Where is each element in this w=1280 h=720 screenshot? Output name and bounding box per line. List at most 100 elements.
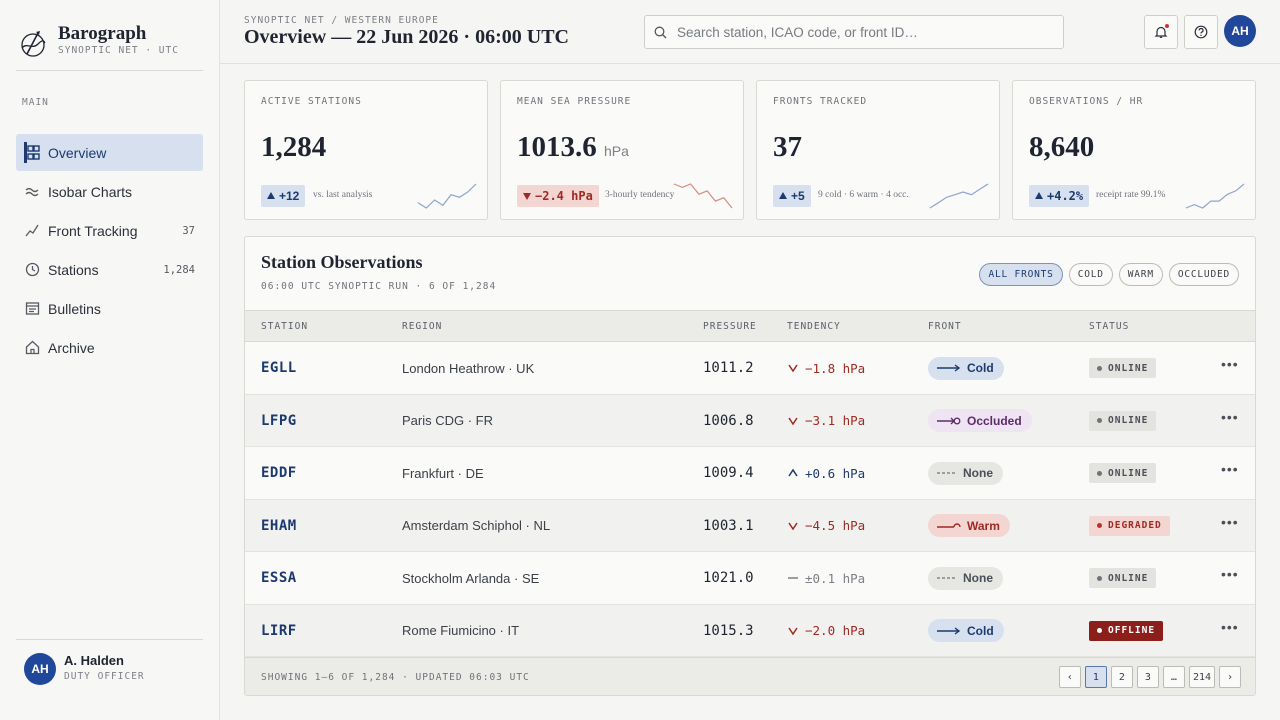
- delta-badge: −2.4 hPa: [517, 185, 599, 207]
- station-region: Paris CDG · FR: [402, 413, 493, 428]
- front-label: Cold: [967, 623, 994, 638]
- filter-cold[interactable]: COLD: [1068, 263, 1113, 286]
- sparkline: [929, 183, 989, 209]
- card-value: 8,640: [1029, 131, 1095, 163]
- front-badge: Warm: [928, 514, 1010, 537]
- pressure-tendency: ±0.1 hPa: [787, 552, 865, 604]
- table-row[interactable]: EHAM Amsterdam Schiphol · NL 1003.1 −4.5 hP…: [245, 499, 1255, 552]
- row-more-button[interactable]: •••: [1221, 408, 1239, 425]
- status-cell: ONLINE: [1089, 447, 1157, 499]
- occluded-front-icon: [937, 417, 961, 424]
- nav-section-label: MAIN: [22, 97, 49, 108]
- status-cell: OFFLINE: [1089, 605, 1164, 657]
- column-header-front[interactable]: FRONT: [928, 321, 962, 332]
- column-header-status[interactable]: STATUS: [1089, 321, 1130, 332]
- panel-title: Station Observations: [261, 252, 423, 272]
- sidebar-item-overview[interactable]: Overview: [16, 134, 203, 171]
- front-badge: Cold: [928, 356, 1004, 380]
- filter-occluded[interactable]: OCCLUDED: [1168, 263, 1239, 286]
- card-note: 9 cold · 6 warm · 4 occ.: [818, 190, 909, 200]
- front-cell: Cold: [928, 605, 1004, 657]
- account-avatar[interactable]: AH: [1224, 15, 1256, 47]
- sidebar-item-label: Stations: [48, 261, 99, 278]
- station-pressure: 1021.0: [703, 570, 754, 586]
- sidebar-item-bulletins[interactable]: Bulletins: [16, 290, 203, 327]
- station-code[interactable]: EDDF: [261, 465, 297, 481]
- sidebar-item-archive[interactable]: Archive: [16, 329, 203, 366]
- sidebar-item-label: Isobar Charts: [48, 183, 133, 200]
- sidebar-item-label: Bulletins: [48, 300, 101, 317]
- front-badge: None: [928, 566, 1003, 590]
- column-header-pressure[interactable]: PRESSURE: [703, 321, 757, 332]
- row-more-button[interactable]: •••: [1221, 461, 1239, 477]
- column-header-station[interactable]: STATION: [261, 321, 309, 332]
- status-badge: ONLINE: [1089, 410, 1157, 431]
- tendency-value: −2.0 hPa: [805, 623, 866, 638]
- table-row[interactable]: LFPG Paris CDG · FR 1006.8 −3.1 hPa Occluded…: [245, 394, 1255, 447]
- search-input[interactable]: [677, 16, 1057, 48]
- station-code[interactable]: ESSA: [261, 570, 297, 586]
- card-note: 3-hourly tendency: [605, 190, 675, 200]
- row-more-button[interactable]: •••: [1221, 566, 1239, 582]
- page-button-3[interactable]: 3: [1136, 666, 1159, 688]
- station-pressure: 1003.1: [703, 517, 754, 534]
- table-header: STATION REGION PRESSURE TENDENCY FRONT S…: [245, 310, 1255, 342]
- clock-icon: [25, 262, 40, 277]
- front-label: Cold: [967, 361, 994, 375]
- trend-icon: [25, 224, 39, 237]
- trend-down-icon: [788, 522, 798, 530]
- station-region: Frankfurt · DE: [402, 465, 484, 481]
- table-row[interactable]: ESSA Stockholm Arlanda · SE 1021.0 ±0.1 hPa…: [245, 552, 1255, 605]
- sidebar-item-front-tracking[interactable]: Front Tracking 37: [16, 212, 203, 249]
- sparkline-series: [929, 183, 989, 209]
- stat-card-mean-sea-pressure: MEAN SEA PRESSURE 1013.6 hPa −2.4 hPa 3-…: [500, 80, 744, 220]
- trend-down-icon: [788, 364, 798, 373]
- station-code[interactable]: EHAM: [261, 517, 297, 534]
- user-profile[interactable]: AH A. Halden DUTY OFFICER: [16, 639, 203, 699]
- user-role: DUTY OFFICER: [64, 671, 145, 682]
- sidebar-item-label: Front Tracking: [48, 222, 138, 239]
- next-page-button[interactable]: ›: [1219, 666, 1241, 688]
- row-more-button[interactable]: •••: [1221, 513, 1239, 530]
- help-button[interactable]: [1184, 15, 1218, 49]
- station-region: Stockholm Arlanda · SE: [402, 570, 540, 586]
- table-row[interactable]: EDDF Frankfurt · DE 1009.4 +0.6 hPa None ONLI…: [245, 447, 1255, 500]
- sparkline: [417, 183, 477, 209]
- station-code[interactable]: LFPG: [261, 412, 297, 429]
- page-button-1[interactable]: 1: [1084, 666, 1107, 688]
- card-value: 37: [773, 131, 802, 163]
- tendency-value: −1.8 hPa: [805, 360, 866, 376]
- sidebar-item-isobar-charts[interactable]: Isobar Charts: [16, 173, 203, 210]
- station-code[interactable]: LIRF: [261, 622, 297, 639]
- barograph-logo-icon: [21, 31, 46, 57]
- stat-card-observations-hr: OBSERVATIONS / HR 8,640 +4.2% receipt ra…: [1012, 80, 1256, 220]
- row-more-button[interactable]: •••: [1221, 618, 1239, 635]
- status-cell: ONLINE: [1089, 342, 1157, 394]
- column-header-tendency[interactable]: TENDENCY: [787, 321, 841, 332]
- table-row[interactable]: EGLL London Heathrow · UK 1011.2 −1.8 hPa Co…: [245, 342, 1255, 395]
- notifications-button[interactable]: [1144, 15, 1178, 49]
- front-label: Occluded: [967, 413, 1022, 428]
- table-row[interactable]: LIRF Rome Fiumicino · IT 1015.3 −2.0 hPa Col…: [245, 604, 1255, 657]
- search-box: [644, 15, 1064, 49]
- station-observations-panel: Station Observations 06:00 UTC SYNOPTIC …: [244, 236, 1256, 696]
- status-badge: ONLINE: [1089, 568, 1157, 588]
- column-header-region[interactable]: REGION: [402, 321, 443, 332]
- sparkline: [673, 183, 733, 209]
- pressure-tendency: −3.1 hPa: [787, 395, 865, 447]
- row-more-button[interactable]: •••: [1221, 356, 1239, 372]
- header: SYNOPTIC NET / WESTERN EUROPE Overview —…: [220, 0, 1280, 64]
- page-button-214[interactable]: 214: [1188, 666, 1215, 688]
- delta-badge: +4.2%: [1029, 185, 1090, 207]
- delta-badge: +12: [261, 185, 306, 207]
- front-filters: ALL FRONTS COLD WARM OCCLUDED: [979, 263, 1239, 286]
- card-value: 1,284: [261, 131, 327, 163]
- card-label: FRONTS TRACKED: [773, 96, 868, 107]
- station-code[interactable]: EGLL: [261, 360, 297, 376]
- filter-all-fronts[interactable]: ALL FRONTS: [979, 263, 1063, 286]
- sidebar-item-stations[interactable]: Stations 1,284: [16, 251, 203, 288]
- page-button-2[interactable]: 2: [1110, 666, 1133, 688]
- tendency-value: +0.6 hPa: [805, 465, 866, 481]
- prev-page-button[interactable]: ‹: [1058, 666, 1081, 688]
- filter-warm[interactable]: WARM: [1118, 263, 1163, 286]
